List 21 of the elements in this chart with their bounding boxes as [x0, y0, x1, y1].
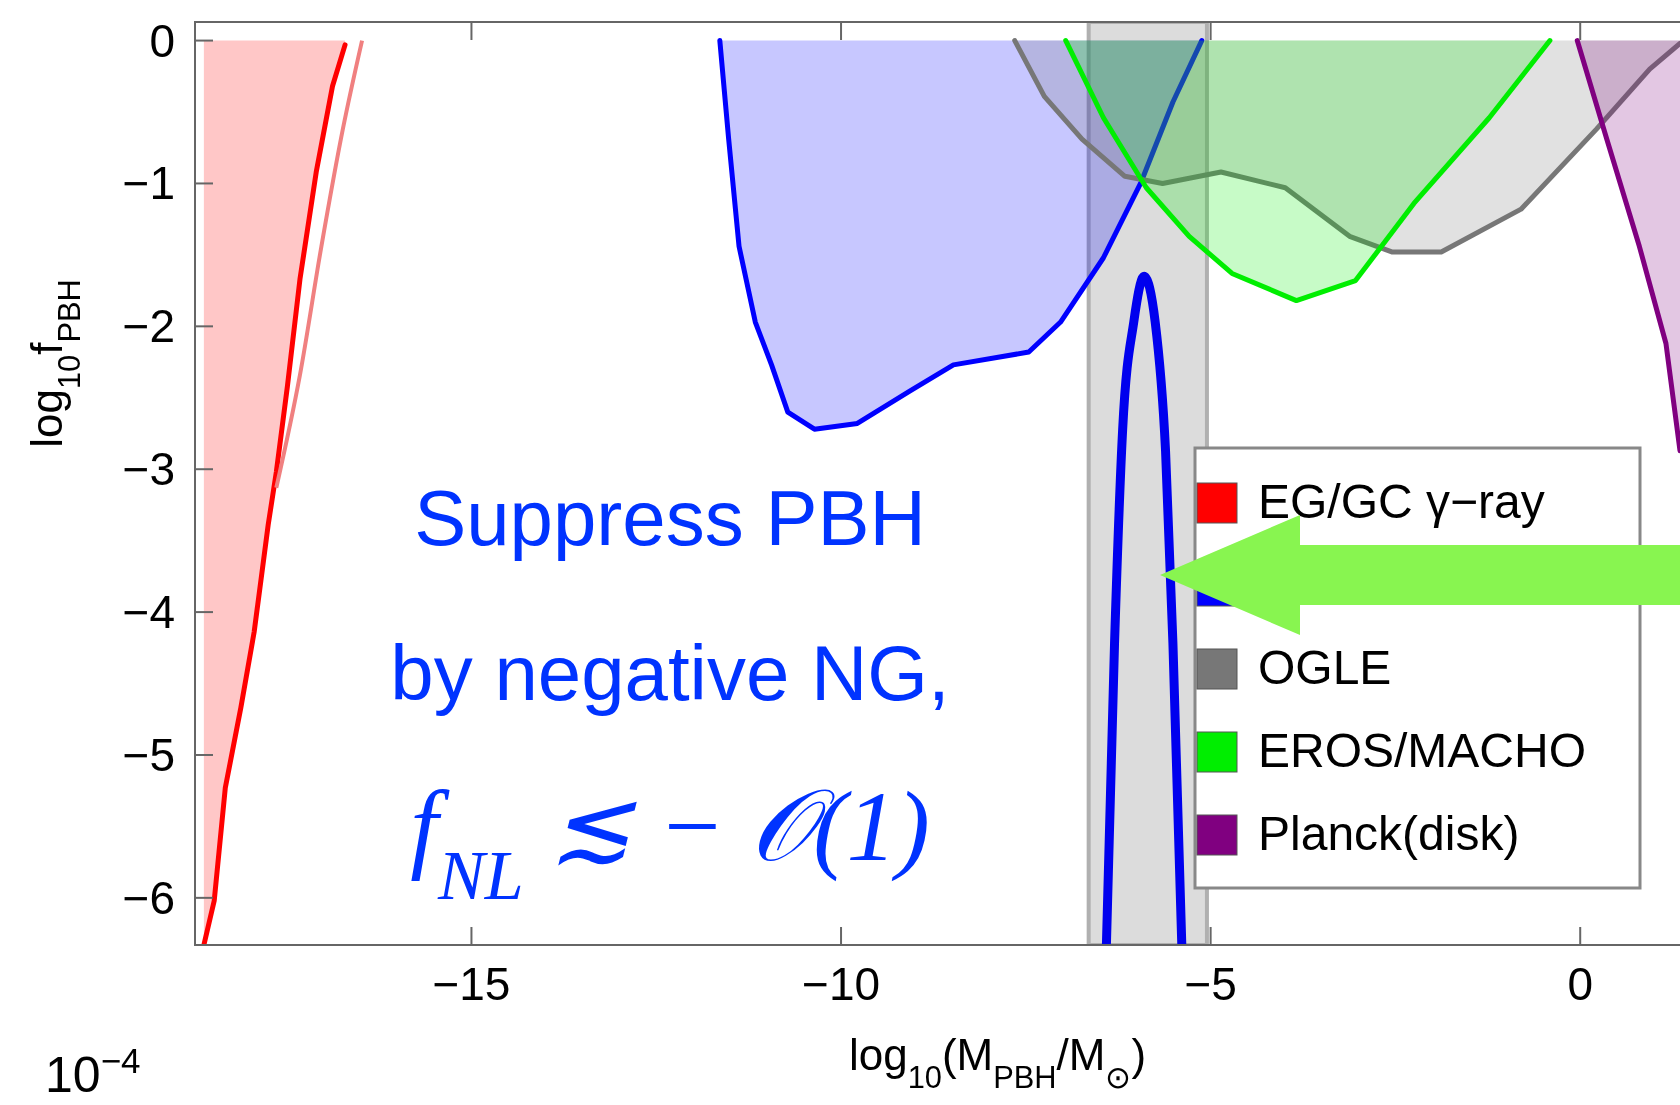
x-tick-label: −15	[432, 958, 511, 1010]
y-tick-label: −6	[122, 871, 175, 924]
x-tick-label: −10	[802, 958, 881, 1010]
y-tick-label: −1	[122, 157, 175, 210]
annotation: f$_{NL}$ ≲ − 𝒪(1)	[410, 771, 930, 914]
annotation: by negative NG,	[390, 629, 950, 717]
y-tick-label: −2	[122, 300, 175, 353]
x-tick-label: −5	[1184, 958, 1237, 1010]
y-tick-label: −4	[122, 586, 175, 639]
legend-label: EG/GC γ−ray	[1258, 475, 1545, 528]
x-tick-label: 0	[1567, 958, 1594, 1010]
y-tick-label: 0	[149, 14, 175, 67]
legend-label: Planck(disk)	[1258, 807, 1520, 860]
text: 10$^{−4}$	[45, 1040, 141, 1103]
legend-label: OGLE	[1258, 641, 1392, 694]
y-tick-label: −3	[122, 443, 175, 496]
line-series	[274, 38, 365, 490]
y-tick-label: −5	[122, 728, 175, 781]
annotation: Suppress PBH	[414, 474, 926, 562]
legend-label: EROS/MACHO	[1258, 724, 1587, 777]
x-axis-title: log$_{10}$(M$_{PBH}$/M$_{⊙}$)	[848, 1030, 1147, 1095]
